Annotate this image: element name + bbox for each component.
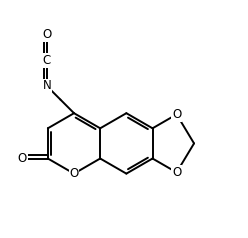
Text: O: O <box>42 28 51 41</box>
Text: O: O <box>69 167 79 180</box>
Text: C: C <box>43 54 51 67</box>
Text: O: O <box>18 152 27 165</box>
Text: O: O <box>172 166 181 179</box>
Text: O: O <box>172 108 181 121</box>
Text: N: N <box>42 79 51 93</box>
